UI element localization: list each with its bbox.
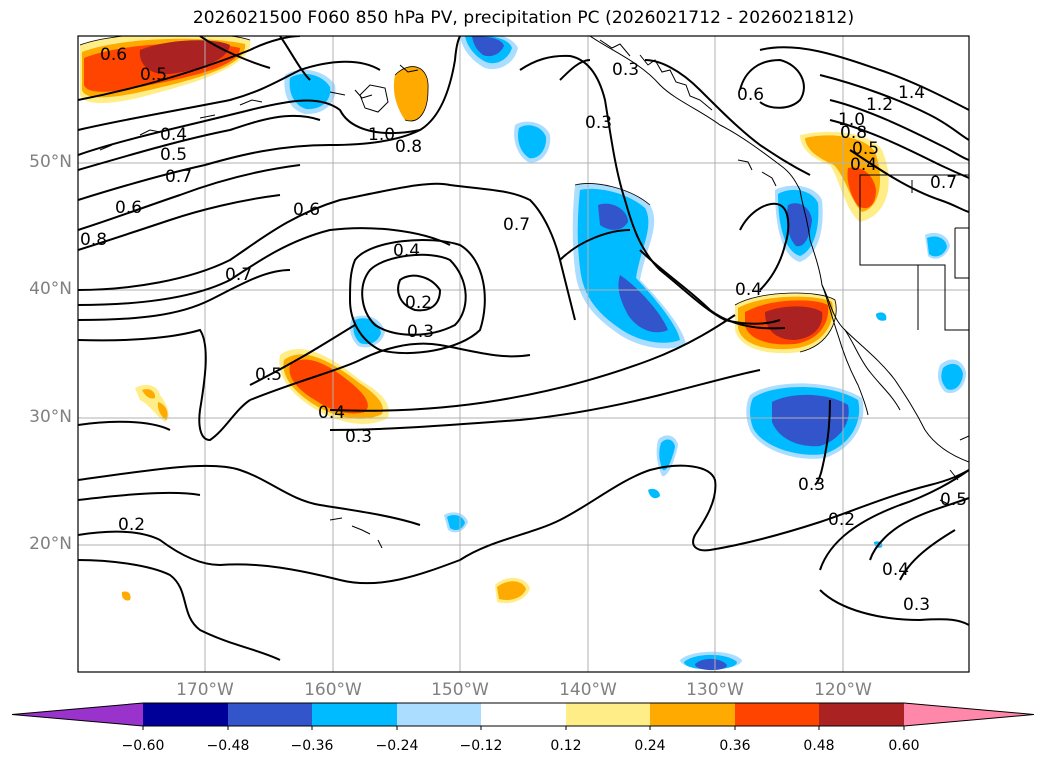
gridlines (78, 36, 969, 672)
contour-label: 0.2 (118, 515, 145, 535)
contour-label: 0.5 (940, 490, 967, 510)
precip-neg-mex-2 (941, 363, 963, 390)
colorbar-segment (819, 703, 904, 726)
contour-label: 1.4 (898, 83, 925, 103)
colorbar-tick: −0.12 (459, 738, 503, 754)
precip-neg-east-2 (927, 236, 947, 257)
colorbar-segment (650, 703, 735, 726)
pv-contour-labels: 0.6 0.5 0.4 0.5 0.7 0.6 0.8 1.0 0.8 0.6 … (80, 45, 967, 615)
lon-label-130w: 130°W (686, 680, 744, 700)
colorbar-tick: 0.60 (888, 738, 920, 754)
precip-neg-center-4 (618, 275, 668, 333)
colorbar-tick: −0.36 (290, 738, 334, 754)
pv-contours (78, 36, 969, 661)
contour-label: 0.3 (612, 60, 639, 80)
colorbar-tick: −0.60 (121, 738, 165, 754)
contour-label: 0.2 (405, 293, 432, 313)
contour-label: 0.3 (407, 322, 434, 342)
lon-label-120w: 120°W (814, 680, 872, 700)
contour-label: 0.4 (850, 155, 877, 175)
colorbar-tick: 0.48 (803, 738, 835, 754)
precip-patch-nw-4 (139, 40, 230, 75)
contour-label: 0.5 (255, 365, 282, 385)
precip-patch-aleut (393, 66, 429, 121)
lat-label-50n: 50°N (29, 152, 72, 172)
contour-label: 1.0 (838, 110, 865, 130)
contour-label: 0.6 (100, 45, 127, 65)
contour-label: 0.7 (225, 265, 252, 285)
figure-title: 2026021500 F060 850 hPa PV, precipitatio… (192, 8, 855, 28)
lat-label-40n: 40°N (29, 279, 72, 299)
contour-label: 0.6 (737, 85, 764, 105)
lon-label-140w: 140°W (559, 680, 617, 700)
contour-label: 0.3 (345, 427, 372, 447)
lat-label-30n: 30°N (29, 407, 72, 427)
contour-label: 0.6 (115, 198, 142, 218)
contour-label: 0.7 (165, 167, 192, 187)
precip-patch-west-2 (142, 389, 156, 399)
contour-label: 1.2 (866, 95, 893, 115)
colorbar-tick: −0.48 (206, 738, 250, 754)
colorbar-segments (11, 702, 1035, 730)
colorbar-tick: 0.12 (550, 738, 582, 754)
colorbar-extend-min (12, 703, 143, 726)
colorbar-extend-max (904, 703, 1034, 726)
colorbar-tick: −0.24 (375, 738, 419, 754)
colorbar-segment (143, 703, 228, 726)
contour-label: 0.4 (393, 241, 420, 261)
precip-positive-fields (80, 36, 889, 604)
colorbar-segment (397, 703, 481, 726)
colorbar-outline (11, 702, 1035, 727)
precip-neg-bottom-3 (695, 658, 727, 671)
precip-neg-center-2 (577, 188, 680, 343)
precip-neg-small (648, 488, 660, 499)
contour-label: 0.4 (735, 280, 762, 300)
precip-patch-calif-4 (765, 306, 823, 340)
precip-neg-dot-2 (876, 312, 887, 321)
precip-patch-south-2 (497, 581, 526, 600)
contour-label: 0.5 (160, 145, 187, 165)
colorbar-segment (228, 703, 312, 726)
colorbar-segment (312, 703, 397, 726)
contour-label: 0.8 (840, 123, 867, 143)
contour-label: 0.3 (585, 113, 612, 133)
colorbar-segment (735, 703, 819, 726)
contour-label: 0.8 (80, 230, 107, 250)
precip-negative-fields (284, 36, 966, 671)
precip-neg-gulf-3 (472, 36, 504, 57)
contour-label: 0.5 (140, 65, 167, 85)
precip-neg-center-3 (598, 203, 628, 230)
contour-label: 0.8 (395, 137, 422, 157)
lon-label-150w: 150°W (431, 680, 489, 700)
colorbar-tick: 0.24 (634, 738, 666, 754)
colorbar-tick: 0.36 (719, 738, 751, 754)
lon-label-170w: 170°W (176, 680, 234, 700)
precip-neg-trop-2 (659, 439, 675, 471)
contour-label: 1.0 (368, 125, 395, 145)
lat-label-20n: 20°N (29, 534, 72, 554)
precip-neg-ne-2 (518, 125, 547, 159)
contour-label: 0.7 (930, 173, 957, 193)
contour-label: 0.4 (882, 560, 909, 580)
contour-label: 0.5 (852, 139, 879, 159)
contour-label: 0.3 (798, 475, 825, 495)
precip-patch-west-3 (157, 402, 168, 420)
contour-label: 0.2 (828, 510, 855, 530)
precip-patch-dot (121, 591, 131, 601)
colorbar-segment (566, 703, 650, 726)
contour-label: 0.4 (318, 403, 345, 423)
pv-contours-thin (79, 36, 837, 353)
contour-label: 0.7 (503, 215, 530, 235)
lon-label-160w: 160°W (304, 680, 362, 700)
precip-patch-central-3 (289, 359, 368, 414)
map-figure: 0.6 0.5 0.4 0.5 0.7 0.6 0.8 1.0 0.8 0.6 … (77, 35, 970, 673)
contour-label: 0.4 (160, 125, 187, 145)
contour-label: 0.3 (903, 595, 930, 615)
colorbar-segment (481, 703, 566, 726)
precip-patch-bc-3 (847, 167, 876, 209)
plot-frame (77, 35, 970, 673)
contour-label: 0.6 (293, 200, 320, 220)
